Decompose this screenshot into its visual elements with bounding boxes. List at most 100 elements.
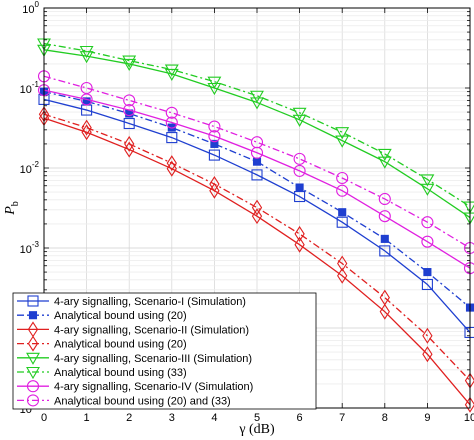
series-line-4 — [43, 113, 471, 382]
series-line-8 — [43, 75, 471, 249]
data-point — [337, 267, 348, 284]
y-axis-label: Pb — [3, 201, 21, 216]
legend-label: 4-ary signalling, Scenario-III (Simulati… — [54, 353, 252, 365]
data-point — [79, 51, 94, 64]
data-point — [464, 396, 474, 413]
data-point — [250, 90, 264, 103]
x-tick-label: 1 — [84, 412, 90, 424]
data-point — [251, 169, 263, 181]
legend-marker — [26, 366, 40, 380]
y-tick-label: 100 — [22, 0, 39, 16]
data-point — [80, 81, 93, 95]
legend-entry-6: Analytical bound using (33) — [17, 366, 187, 380]
data-point — [294, 236, 305, 253]
x-tick-label: 7 — [339, 412, 345, 424]
legend-label: Analytical bound using (20) — [54, 339, 187, 351]
data-point — [422, 346, 433, 363]
legend-label: 4-ary signalling, Scenario-II (Simulatio… — [54, 324, 249, 336]
data-point — [378, 210, 391, 223]
data-point — [379, 245, 391, 257]
x-tick-label: 10 — [464, 412, 474, 424]
series-line-6 — [43, 42, 471, 208]
data-point — [124, 135, 135, 152]
data-point — [295, 183, 304, 192]
legend: 4-ary signalling, Scenario-I (Simulation… — [12, 292, 317, 410]
data-point — [208, 149, 220, 161]
x-tick-label: 9 — [424, 412, 430, 424]
data-point — [81, 119, 92, 136]
series-line-1 — [43, 98, 471, 333]
data-point — [165, 106, 178, 119]
data-point — [377, 156, 392, 169]
data-point — [165, 116, 178, 129]
data-point — [123, 104, 136, 117]
data-point — [250, 136, 264, 149]
legend-entry-7: 4-ary signalling, Scenario-IV (Simulatio… — [17, 380, 253, 393]
series-layer — [37, 38, 474, 413]
x-tick-label: 3 — [169, 412, 175, 424]
data-point — [209, 182, 220, 199]
data-point — [378, 192, 391, 206]
data-point — [210, 139, 219, 148]
x-tick-label: 0 — [41, 412, 47, 424]
data-point — [336, 171, 349, 185]
data-point — [336, 216, 348, 228]
data-point — [377, 148, 392, 162]
data-point — [123, 94, 136, 107]
data-point — [122, 58, 137, 72]
legend-entry-1: 4-ary signalling, Scenario-I (Simulation… — [17, 295, 246, 308]
series-6 — [37, 38, 474, 214]
data-point — [209, 176, 220, 193]
data-point — [338, 208, 347, 217]
data-point — [421, 216, 434, 229]
data-point — [252, 157, 262, 166]
legend-entry-4: Analytical bound using (20) — [17, 335, 187, 352]
legend-box — [12, 292, 317, 410]
data-point — [422, 327, 433, 344]
series-line-3 — [43, 117, 471, 406]
data-point — [208, 130, 221, 143]
data-point — [421, 235, 434, 248]
x-tick-label: 4 — [211, 412, 217, 424]
x-tick-label: 8 — [382, 412, 388, 424]
series-7 — [37, 84, 474, 275]
data-point — [292, 107, 307, 120]
data-point — [379, 303, 390, 320]
legend-marker — [27, 335, 39, 352]
legend-marker — [27, 295, 39, 307]
legend-marker — [26, 352, 40, 365]
x-tick-label: 5 — [254, 412, 260, 424]
data-point — [292, 114, 307, 127]
data-point — [423, 268, 432, 277]
data-point — [421, 278, 433, 291]
legend-marker — [26, 394, 40, 407]
data-point — [293, 152, 306, 165]
data-point — [123, 117, 135, 130]
data-point — [294, 225, 305, 242]
legend-label: 4-ary signalling, Scenario-IV (Simulatio… — [54, 381, 253, 393]
legend-label: 4-ary signalling, Scenario-I (Simulation… — [54, 296, 246, 308]
legend-label: Analytical bound using (20) — [54, 310, 187, 322]
data-point — [79, 45, 94, 59]
data-point — [250, 97, 264, 110]
data-point — [335, 135, 350, 148]
legend-label: Analytical bound using (20) and (33) — [54, 395, 231, 407]
data-point — [335, 127, 350, 140]
data-point — [122, 55, 137, 68]
legend-entry-5: 4-ary signalling, Scenario-III (Simulati… — [17, 352, 252, 365]
data-point — [293, 164, 306, 177]
data-point — [337, 255, 348, 272]
y-tick-label: 10-3 — [20, 240, 40, 256]
data-point — [336, 184, 349, 197]
x-tick-labels: 0 1 2 3 4 5 6 7 8 9 10 — [41, 412, 474, 424]
data-point — [420, 183, 435, 196]
x-axis-label: γ (dB) — [238, 422, 275, 437]
legend-marker — [28, 311, 38, 320]
series-line-2 — [43, 91, 471, 309]
legend-entry-8: Analytical bound using (20) and (33) — [17, 394, 231, 407]
data-point — [380, 234, 389, 243]
y-tick-label: 10-2 — [20, 160, 40, 176]
legend-entry-2: Analytical bound using (20) — [17, 310, 187, 322]
data-point — [207, 82, 222, 96]
